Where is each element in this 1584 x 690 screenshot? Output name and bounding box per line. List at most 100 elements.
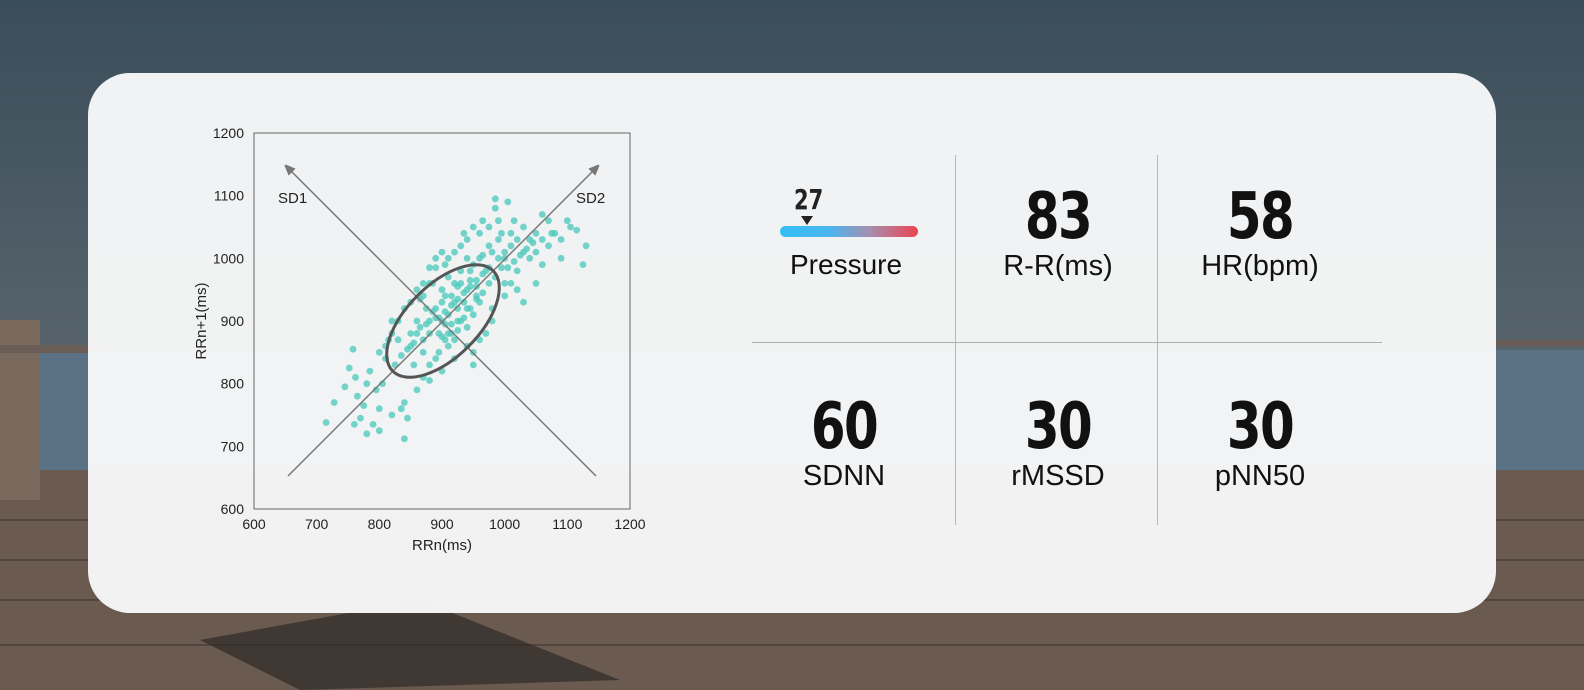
- plot-frame: [253, 132, 631, 510]
- scatter-point: [557, 254, 565, 262]
- scatter-point: [404, 345, 411, 353]
- scatter-point: [460, 229, 468, 237]
- scatter-point: [360, 402, 368, 409]
- variability-ellipse: [385, 263, 501, 379]
- stat-sdnn-label: SDNN: [802, 460, 886, 492]
- scatter-point: [432, 264, 440, 272]
- stat-rr: 83 R-R(ms): [968, 185, 1148, 283]
- stat-rr-value: 83: [1024, 180, 1093, 254]
- scatter-point: [330, 399, 338, 406]
- poincare-scatter-chart: 600 700 800 900 1000 1100 1200 600 700 800 900 1000…: [193, 125, 646, 554]
- scatter-point: [394, 336, 402, 344]
- sd2-label: SD2: [576, 190, 605, 207]
- scatter-point: [448, 292, 455, 300]
- scatter-point: [526, 254, 534, 262]
- scatter-point: [510, 217, 518, 225]
- scatter-point: [357, 414, 364, 422]
- x-tick-label: 1000: [489, 516, 520, 532]
- scatter-point: [516, 251, 524, 259]
- scatter-point: [479, 251, 487, 259]
- scatter-point: [354, 392, 361, 400]
- scatter-point: [507, 280, 515, 287]
- scatter-point: [504, 264, 512, 272]
- scatter-point: [435, 348, 443, 356]
- scatter-point: [413, 386, 421, 394]
- scatter-point: [410, 339, 418, 347]
- scatter-point: [463, 286, 471, 294]
- scatter-point: [498, 264, 505, 272]
- scatter-point: [441, 261, 449, 268]
- y-tick-label: 700: [221, 438, 245, 454]
- scatter-point: [322, 419, 330, 426]
- scatter-point: [495, 236, 502, 243]
- y-tick-label: 600: [221, 501, 245, 517]
- stat-rr-label: R-R(ms): [1003, 250, 1113, 282]
- scatter-point: [375, 427, 383, 435]
- scatter-point: [413, 286, 421, 294]
- scatter-point: [401, 435, 408, 443]
- scatter-point: [388, 317, 396, 325]
- scatter-point: [363, 380, 371, 388]
- scatter-point: [463, 254, 471, 262]
- scatter-point: [548, 229, 556, 237]
- scatter-point: [426, 264, 433, 272]
- scatter-point: [416, 323, 424, 331]
- scatter-points: [322, 195, 590, 443]
- scatter-point: [410, 361, 418, 369]
- scatter-point: [388, 411, 396, 419]
- scatter-point: [341, 383, 349, 391]
- scatter-point: [451, 248, 458, 256]
- scatter-point: [523, 245, 530, 253]
- x-tick-label: 800: [368, 516, 392, 532]
- scatter-point: [466, 267, 474, 275]
- scatter-point: [426, 377, 433, 384]
- grid-divider-vertical-1: [955, 155, 956, 525]
- pressure-value: 27: [794, 183, 824, 216]
- stat-sdnn: 60 SDNN: [754, 395, 934, 493]
- scatter-point: [444, 342, 452, 350]
- scatter-point: [438, 286, 446, 294]
- scatter-point: [538, 261, 546, 268]
- scatter-point: [460, 314, 468, 322]
- scatter-point: [401, 399, 408, 406]
- scatter-point: [466, 276, 474, 284]
- scatter-point: [369, 421, 377, 428]
- y-tick-label: 900: [221, 313, 245, 329]
- scatter-point: [454, 327, 462, 334]
- scatter-point: [491, 195, 499, 203]
- x-axis-label: RRn(ms): [412, 537, 472, 554]
- scatter-point: [352, 374, 359, 381]
- scatter-point: [454, 305, 462, 312]
- scatter-point: [419, 348, 427, 356]
- scatter-point: [419, 280, 427, 287]
- scatter-point: [432, 254, 440, 262]
- scatter-point: [366, 367, 374, 375]
- scatter-point: [557, 236, 565, 243]
- scatter-point: [457, 242, 465, 250]
- scatter-point: [532, 229, 540, 237]
- pressure-label: Pressure: [790, 249, 903, 280]
- scatter-point: [573, 226, 581, 234]
- scatter-point: [485, 242, 493, 250]
- scatter-point: [485, 223, 493, 231]
- hrv-card: 600 700 800 900 1000 1100 1200 600 700 800 900 1000…: [88, 73, 1496, 613]
- stat-rmssd-value: 30: [1024, 390, 1093, 464]
- scatter-point: [513, 286, 521, 294]
- scatter-point: [529, 239, 537, 247]
- y-tick-label: 1000: [213, 250, 244, 266]
- stat-hr-value: 58: [1226, 180, 1295, 254]
- x-tick-label: 600: [242, 516, 266, 532]
- scatter-point: [469, 223, 477, 231]
- sd1-axis-line: [288, 168, 597, 477]
- scatter-point: [432, 355, 440, 362]
- scatter-point: [513, 267, 521, 275]
- scatter-point: [545, 242, 552, 250]
- stat-sdnn-value: 60: [810, 390, 879, 464]
- scatter-point: [422, 320, 430, 328]
- scatter-point: [501, 292, 509, 300]
- stat-pnn50-label: pNN50: [1214, 460, 1306, 492]
- scatter-point: [513, 236, 521, 243]
- sd1-label: SD1: [278, 190, 307, 207]
- y-tick-label: 1100: [214, 188, 244, 204]
- scatter-point: [349, 345, 357, 353]
